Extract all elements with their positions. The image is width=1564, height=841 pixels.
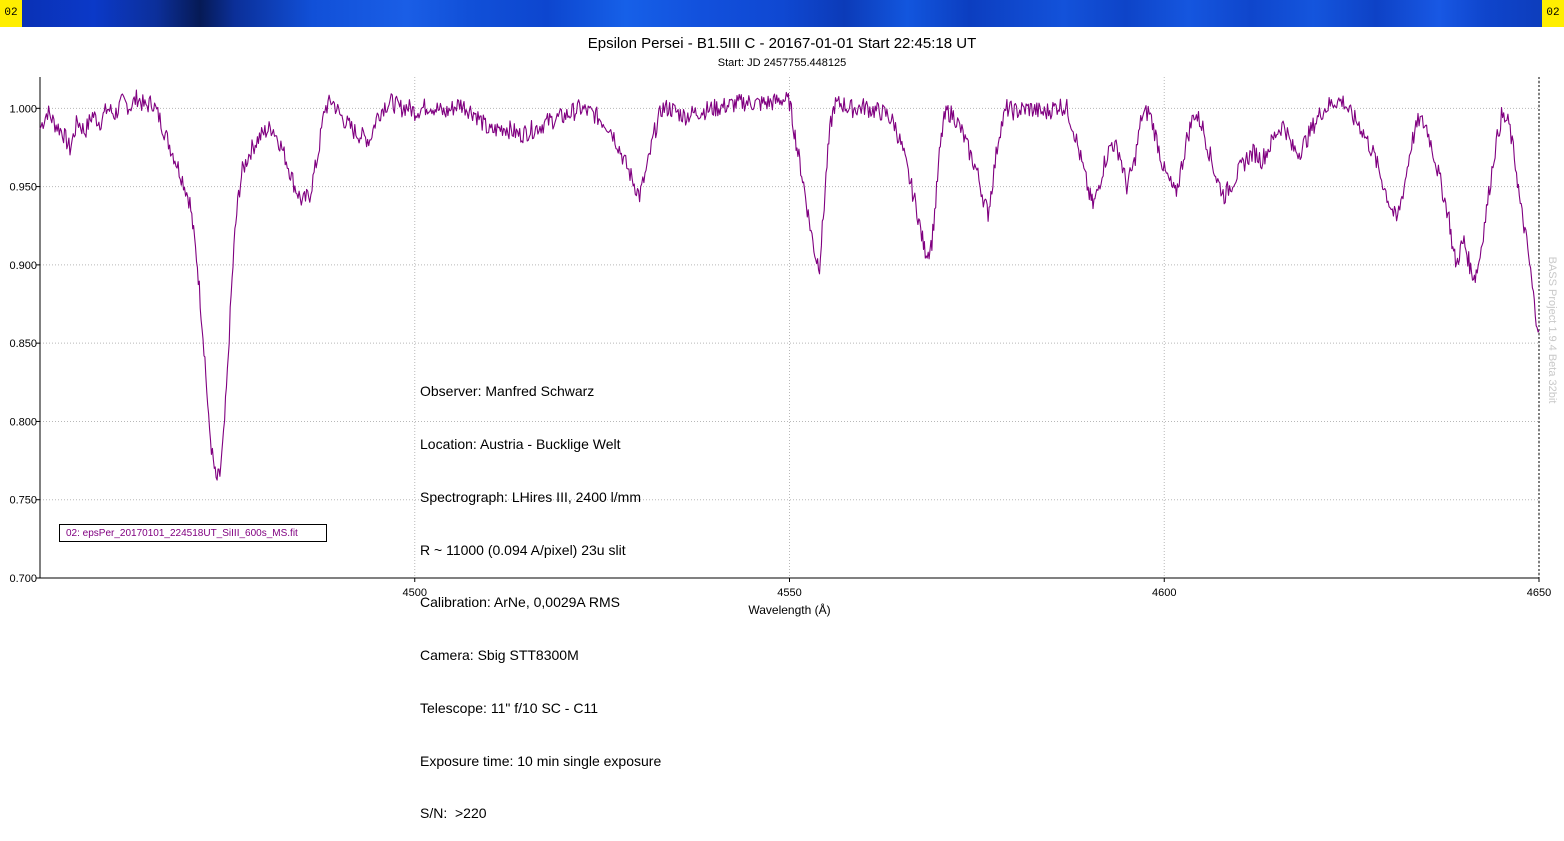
x-tick-label: 4650 bbox=[1527, 587, 1551, 599]
y-tick-label: 0.750 bbox=[9, 495, 37, 507]
spectrum-color-strip: 02 02 bbox=[0, 0, 1564, 27]
strip-right-tag: 02 bbox=[1542, 0, 1564, 27]
y-tick-label: 0.850 bbox=[9, 338, 37, 350]
info-calibration: Calibration: ArNe, 0,0029A RMS bbox=[420, 594, 620, 611]
grid-layer bbox=[40, 77, 1540, 578]
labels-layer: 1.000 0.950 0.900 0.850 0.800 0.750 0.700 4500 4… bbox=[9, 103, 1551, 617]
series-layer bbox=[39, 89, 1540, 481]
info-resolution: R ~ 11000 (0.094 A/pixel) 23u slit bbox=[420, 541, 626, 558]
info-location: Location: Austria - Bucklige Welt bbox=[420, 435, 621, 452]
y-tick-label: 0.900 bbox=[9, 260, 37, 272]
strip-left-tag: 02 bbox=[0, 0, 22, 27]
info-spectrograph: Spectrograph: LHires III, 2400 l/mm bbox=[420, 488, 641, 505]
software-watermark: BASS Project 1.9.4 Beta 32bit bbox=[1546, 256, 1558, 404]
axes-layer bbox=[36, 77, 1540, 582]
info-camera: Camera: Sbig STT8300M bbox=[420, 647, 579, 664]
y-tick-label: 0.800 bbox=[9, 416, 37, 428]
info-observer: Observer: Manfred Schwarz bbox=[420, 383, 595, 400]
info-telescope: Telescope: 11" f/10 SC - C11 bbox=[420, 699, 598, 716]
y-tick-label: 0.700 bbox=[9, 573, 37, 585]
chart-subtitle: Start: JD 2457755.448125 bbox=[717, 57, 847, 69]
info-snr: S/N: >220 bbox=[420, 805, 487, 822]
x-tick-label: 4500 bbox=[403, 587, 427, 599]
chart-title: Epsilon Persei - B1.5III C - 20167-01-01… bbox=[587, 35, 977, 52]
y-tick-label: 1.000 bbox=[9, 103, 37, 115]
observation-info-box: Observer: Manfred Schwarz Location: Aust… bbox=[420, 348, 661, 841]
info-exposure: Exposure time: 10 min single exposure bbox=[420, 752, 662, 769]
x-tick-label: 4550 bbox=[777, 587, 801, 599]
spectrum-plot: 1.000 0.950 0.900 0.850 0.800 0.750 0.700 4500 4… bbox=[9, 77, 1551, 617]
x-axis-title: Wavelength (Å) bbox=[748, 602, 830, 617]
legend-box: 02: epsPer_20170101_224518UT_SiIII_600s_… bbox=[59, 524, 327, 542]
legend-entry-label: 02: epsPer_20170101_224518UT_SiIII_600s_… bbox=[66, 528, 298, 539]
x-tick-label: 4600 bbox=[1152, 587, 1176, 599]
spectrum-line-series-02 bbox=[39, 89, 1540, 481]
y-tick-label: 0.950 bbox=[9, 182, 37, 194]
